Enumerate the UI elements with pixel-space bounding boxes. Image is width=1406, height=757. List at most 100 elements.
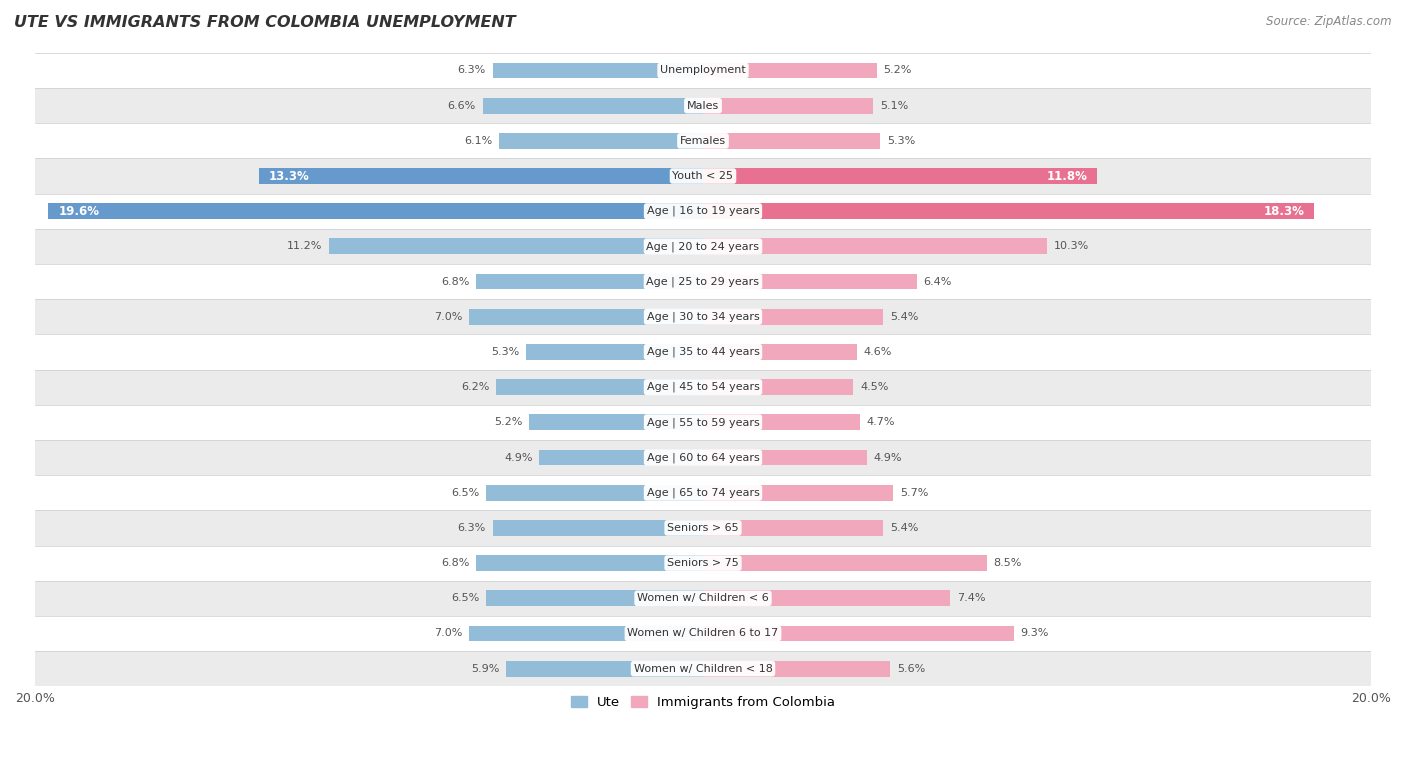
Bar	[35, 546, 1371, 581]
Text: 4.9%: 4.9%	[505, 453, 533, 463]
Bar	[529, 414, 703, 430]
Bar	[703, 204, 1315, 219]
Text: 5.3%: 5.3%	[887, 136, 915, 146]
Bar	[703, 168, 1097, 184]
Legend: Ute, Immigrants from Colombia: Ute, Immigrants from Colombia	[565, 691, 841, 715]
Bar	[35, 229, 1371, 264]
Text: 6.6%: 6.6%	[447, 101, 475, 111]
Bar	[35, 158, 1371, 194]
Bar	[526, 344, 703, 360]
Bar	[540, 450, 703, 466]
Text: 5.1%: 5.1%	[880, 101, 908, 111]
Bar	[703, 133, 880, 148]
Bar	[475, 274, 703, 289]
Bar	[35, 405, 1371, 440]
Bar	[48, 204, 703, 219]
Text: 5.2%: 5.2%	[495, 417, 523, 428]
Text: 18.3%: 18.3%	[1264, 204, 1305, 218]
Text: 8.5%: 8.5%	[994, 558, 1022, 568]
Bar	[35, 616, 1371, 651]
Bar	[499, 133, 703, 148]
Text: 6.8%: 6.8%	[441, 558, 470, 568]
Text: 6.3%: 6.3%	[457, 523, 486, 533]
Text: 6.3%: 6.3%	[457, 65, 486, 76]
Bar	[703, 238, 1047, 254]
Text: 6.5%: 6.5%	[451, 488, 479, 497]
Text: 13.3%: 13.3%	[269, 170, 309, 182]
Text: UTE VS IMMIGRANTS FROM COLOMBIA UNEMPLOYMENT: UTE VS IMMIGRANTS FROM COLOMBIA UNEMPLOY…	[14, 15, 516, 30]
Text: 4.5%: 4.5%	[860, 382, 889, 392]
Text: 5.6%: 5.6%	[897, 664, 925, 674]
Text: 5.7%: 5.7%	[900, 488, 928, 497]
Bar	[703, 625, 1014, 641]
Bar	[35, 581, 1371, 616]
Text: 9.3%: 9.3%	[1021, 628, 1049, 638]
Bar	[482, 98, 703, 114]
Text: 7.0%: 7.0%	[434, 312, 463, 322]
Text: 6.8%: 6.8%	[441, 276, 470, 287]
Bar	[703, 63, 877, 79]
Bar	[35, 335, 1371, 369]
Bar	[703, 661, 890, 677]
Text: 6.4%: 6.4%	[924, 276, 952, 287]
Bar	[703, 450, 866, 466]
Bar	[703, 98, 873, 114]
Text: 6.5%: 6.5%	[451, 593, 479, 603]
Text: 5.4%: 5.4%	[890, 523, 918, 533]
Text: 7.0%: 7.0%	[434, 628, 463, 638]
Bar	[506, 661, 703, 677]
Bar	[35, 510, 1371, 546]
Text: Seniors > 75: Seniors > 75	[666, 558, 740, 568]
Bar	[35, 475, 1371, 510]
Bar	[703, 344, 856, 360]
Bar	[703, 484, 893, 500]
Bar	[703, 274, 917, 289]
Text: 7.4%: 7.4%	[957, 593, 986, 603]
Bar	[703, 590, 950, 606]
Text: Source: ZipAtlas.com: Source: ZipAtlas.com	[1267, 15, 1392, 28]
Bar	[470, 625, 703, 641]
Bar	[492, 520, 703, 536]
Text: 4.6%: 4.6%	[863, 347, 891, 357]
Text: Youth < 25: Youth < 25	[672, 171, 734, 181]
Bar	[35, 53, 1371, 88]
Text: 5.3%: 5.3%	[491, 347, 519, 357]
Bar	[259, 168, 703, 184]
Bar	[35, 88, 1371, 123]
Text: Age | 55 to 59 years: Age | 55 to 59 years	[647, 417, 759, 428]
Text: 4.9%: 4.9%	[873, 453, 901, 463]
Bar	[496, 379, 703, 395]
Text: Women w/ Children < 18: Women w/ Children < 18	[634, 664, 772, 674]
Bar	[475, 555, 703, 571]
Bar	[329, 238, 703, 254]
Bar	[35, 651, 1371, 687]
Text: Unemployment: Unemployment	[661, 65, 745, 76]
Bar	[35, 369, 1371, 405]
Text: 5.2%: 5.2%	[883, 65, 911, 76]
Bar	[470, 309, 703, 325]
Text: Women w/ Children < 6: Women w/ Children < 6	[637, 593, 769, 603]
Text: Women w/ Children 6 to 17: Women w/ Children 6 to 17	[627, 628, 779, 638]
Text: 10.3%: 10.3%	[1053, 241, 1090, 251]
Text: Age | 20 to 24 years: Age | 20 to 24 years	[647, 241, 759, 251]
Text: Age | 45 to 54 years: Age | 45 to 54 years	[647, 382, 759, 392]
Text: 19.6%: 19.6%	[58, 204, 100, 218]
Bar	[486, 484, 703, 500]
Bar	[35, 299, 1371, 335]
Text: Age | 25 to 29 years: Age | 25 to 29 years	[647, 276, 759, 287]
Bar	[35, 440, 1371, 475]
Text: 11.2%: 11.2%	[287, 241, 322, 251]
Bar	[703, 309, 883, 325]
Bar	[703, 520, 883, 536]
Text: Females: Females	[681, 136, 725, 146]
Bar	[703, 379, 853, 395]
Text: Age | 35 to 44 years: Age | 35 to 44 years	[647, 347, 759, 357]
Bar	[486, 590, 703, 606]
Bar	[35, 264, 1371, 299]
Text: 11.8%: 11.8%	[1046, 170, 1087, 182]
Text: 6.2%: 6.2%	[461, 382, 489, 392]
Text: 6.1%: 6.1%	[464, 136, 492, 146]
Text: 5.4%: 5.4%	[890, 312, 918, 322]
Text: 5.9%: 5.9%	[471, 664, 499, 674]
Text: Males: Males	[688, 101, 718, 111]
